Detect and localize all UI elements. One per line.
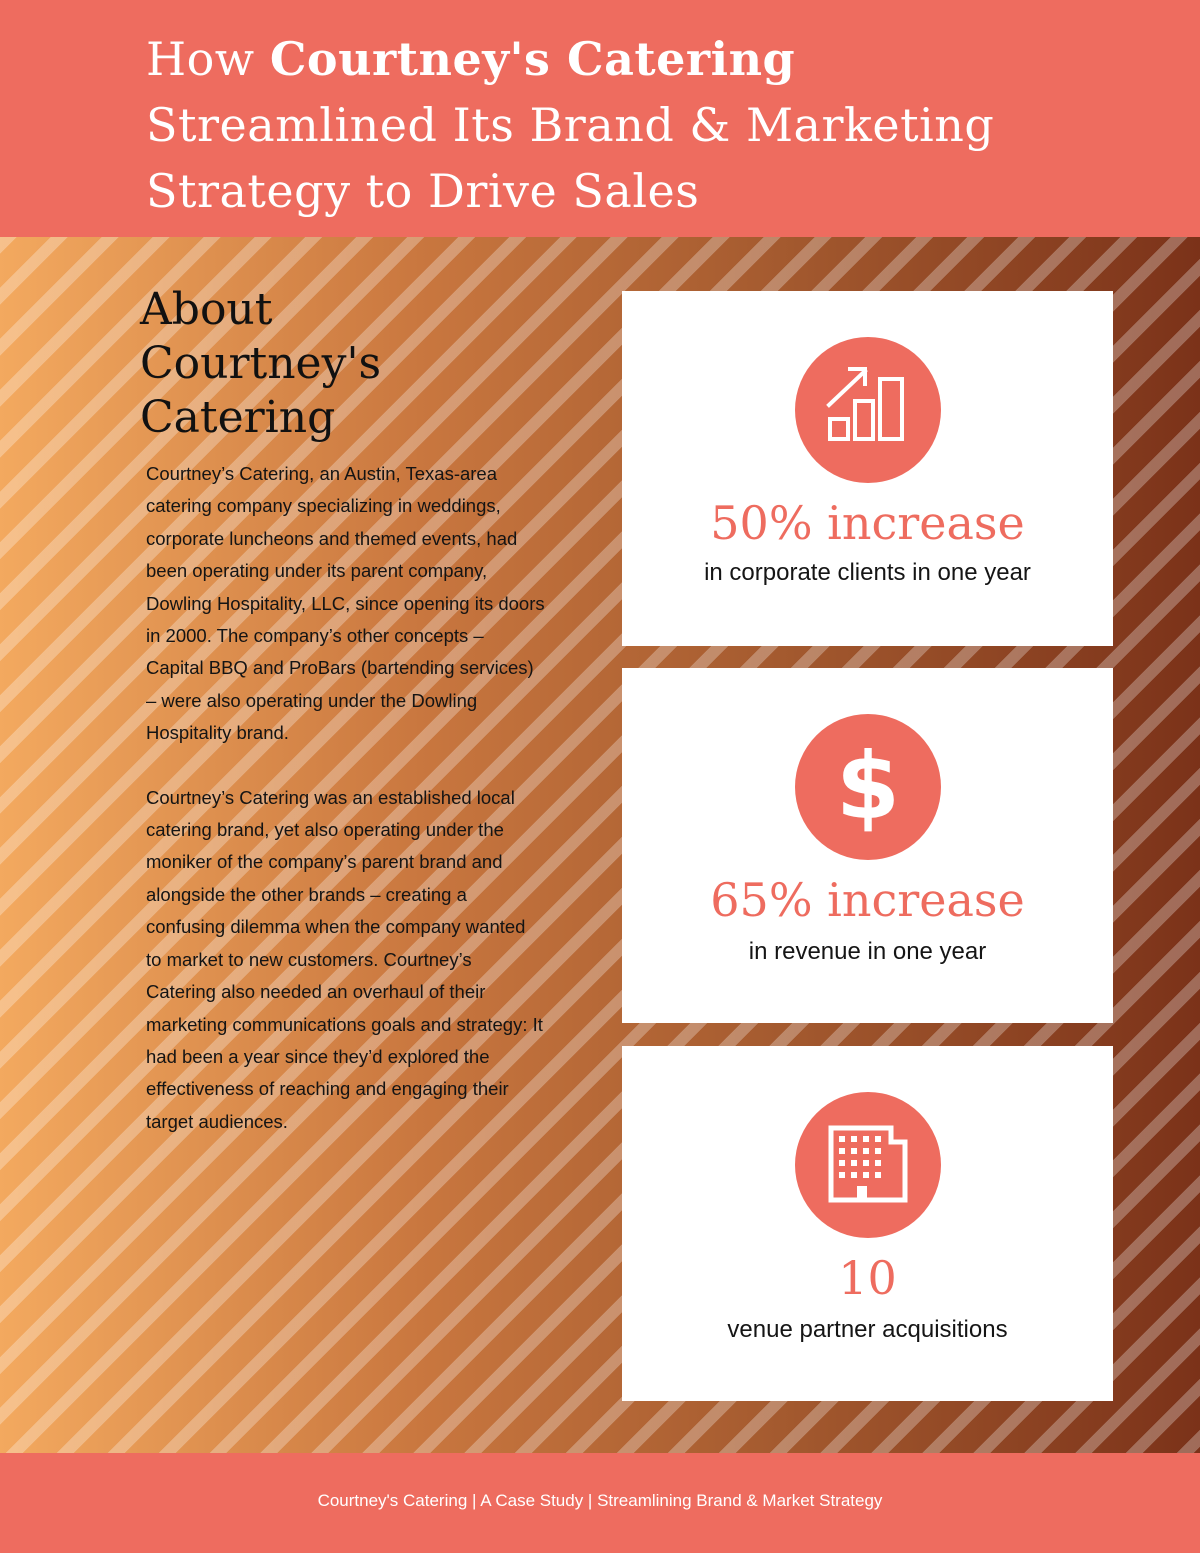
stat-card-corporate-clients: 50% increase in corporate clients in one… — [622, 291, 1113, 646]
icon-badge — [795, 1092, 941, 1238]
footer-text: Courtney's Catering | A Case Study | Str… — [317, 1491, 883, 1510]
stat-label: in corporate clients in one year — [704, 559, 1031, 586]
title-line-2: Streamlined Its Brand & Marketing — [146, 98, 995, 152]
about-body: Courtney’s Catering, an Austin, Texas-ar… — [146, 458, 546, 1170]
stat-card-revenue: $ 65% increase in revenue in one year — [622, 668, 1113, 1023]
growth-chart-icon — [826, 367, 904, 441]
about-heading-line: About — [140, 284, 273, 335]
stat-label: in revenue in one year — [748, 938, 987, 965]
title-brand: Courtney's Catering — [269, 32, 796, 86]
header-banner: How Courtney's Catering Streamlined Its … — [0, 0, 1200, 237]
stat-value: 65% increase — [710, 873, 1025, 927]
about-heading-line: Catering — [140, 392, 336, 443]
title-prefix: How — [146, 32, 270, 86]
about-paragraph: Courtney’s Catering, an Austin, Texas-ar… — [146, 463, 545, 744]
icon-badge: $ — [795, 714, 941, 860]
title-line-1: How Courtney's Catering — [146, 26, 1176, 92]
about-paragraph: Courtney’s Catering was an established l… — [146, 786, 543, 1132]
dollar-icon: $ — [836, 733, 900, 840]
stat-value: 50% increase — [710, 496, 1025, 550]
stat-card-venue-partners: 10 venue partner acquisitions — [622, 1046, 1113, 1401]
about-heading: About Courtney's Catering — [140, 283, 560, 445]
svg-text:$: $ — [836, 733, 900, 840]
title-line-3: Strategy to Drive Sales — [146, 164, 700, 218]
stat-value: 10 — [838, 1251, 897, 1305]
footer-banner: Courtney's Catering | A Case Study | Str… — [0, 1453, 1200, 1553]
page-title: How Courtney's Catering Streamlined Its … — [146, 26, 1176, 224]
icon-badge — [795, 337, 941, 483]
building-icon — [828, 1125, 908, 1203]
stat-label: venue partner acquisitions — [727, 1316, 1008, 1343]
about-heading-line: Courtney's — [140, 338, 382, 389]
